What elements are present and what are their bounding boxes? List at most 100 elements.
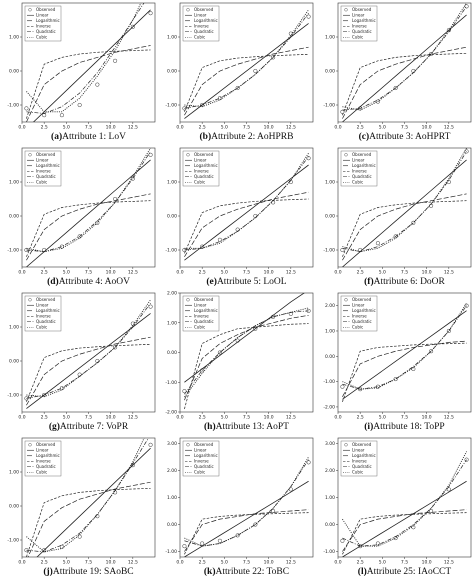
fit-line <box>184 53 309 112</box>
y-tick-label: -1.00 <box>7 248 19 254</box>
panel: 0.0 2.5 5.0 7.5 10.0 12.5 -1.00 0.00 1.00 Observe… <box>323 2 472 142</box>
observed-point <box>429 349 434 354</box>
series-group <box>340 451 469 557</box>
x-tick-label: 2.5 <box>357 270 364 276</box>
x-tick-label: 7.5 <box>401 415 408 421</box>
legend-label: Observed <box>194 152 214 157</box>
observed-point <box>358 387 363 392</box>
legend-label: Linear <box>352 447 365 452</box>
legend-marker <box>186 153 190 157</box>
series-group <box>24 148 153 267</box>
legend-label: Observed <box>36 152 56 157</box>
legend-label: Logarithmic <box>36 163 60 168</box>
x-tick-label: 2.5 <box>357 125 364 131</box>
y-tick-label: 0.00 <box>167 350 177 356</box>
observed-point <box>288 31 293 36</box>
caption-label: (f) <box>364 276 374 287</box>
series-group <box>24 438 153 557</box>
y-tick-label: 1.00 <box>325 495 335 501</box>
legend-box <box>182 5 220 42</box>
fit-line <box>26 336 151 406</box>
caption-title: Attribute 6: DoOR <box>374 277 446 287</box>
y-tick-label: -1.00 <box>323 248 335 254</box>
x-tick-label: 5.0 <box>63 125 70 131</box>
panel: 0.0 2.5 5.0 7.5 10.0 12.5 -1.00 0.00 1.00 Observe… <box>165 2 314 142</box>
y-tick-label: 1.00 <box>325 35 335 41</box>
observed-point <box>217 96 222 101</box>
series-group <box>182 293 311 410</box>
y-tick-label: -1.00 <box>323 379 335 385</box>
x-tick-label: 12.5 <box>286 415 296 421</box>
fit-line <box>184 456 309 547</box>
caption-label: (c) <box>359 131 370 142</box>
legend-label: Linear <box>194 12 207 17</box>
panel: 0.0 2.5 5.0 7.5 10.0 12.5 -1.00 0.00 1.00 2.00 3.0… <box>323 437 472 577</box>
fit-line <box>26 302 151 399</box>
fit-line <box>342 310 467 400</box>
legend-marker <box>186 298 190 302</box>
series-group <box>182 456 311 557</box>
x-tick-label: 5.0 <box>379 125 386 131</box>
legend-label: Logarithmic <box>36 453 60 458</box>
observed-point <box>235 85 240 91</box>
observed-point <box>271 508 276 514</box>
observed-point <box>217 237 222 242</box>
caption-label: (k) <box>204 566 216 577</box>
y-tick-label: -1.00 <box>7 393 19 399</box>
y-tick-label: 0.00 <box>167 214 177 220</box>
legend-marker <box>186 443 190 447</box>
fit-line <box>27 481 151 557</box>
legend-label: Logarithmic <box>36 18 60 23</box>
y-tick-label: 1.00 <box>9 35 19 41</box>
legend-label: Inverse <box>36 458 51 463</box>
legend-box <box>24 150 62 187</box>
observed-point <box>77 234 82 239</box>
fit-line <box>26 151 151 253</box>
caption: (l)Attribute 25: IAoCCT <box>358 566 452 577</box>
fit-line <box>184 314 309 401</box>
x-tick-label: 10.0 <box>264 270 274 276</box>
observed-point <box>130 24 135 29</box>
fit-line <box>342 159 467 267</box>
fit-line <box>26 193 151 261</box>
x-tick-label: 12.5 <box>444 415 454 421</box>
legend-label: Inverse <box>352 23 367 28</box>
legend-label: Cubic <box>36 34 47 39</box>
x-tick-label: 5.0 <box>221 560 228 566</box>
legend-box <box>340 295 378 332</box>
caption-title: Attribute 25: IAoCCT <box>367 567 452 577</box>
x-tick-label: 2.5 <box>41 415 48 421</box>
fit-line <box>342 52 467 116</box>
fit-line <box>342 148 467 253</box>
fit-line <box>26 159 151 267</box>
x-tick-label: 0.0 <box>334 125 341 131</box>
fit-line <box>184 512 309 555</box>
x-tick-label: 12.5 <box>128 415 138 421</box>
legend-marker <box>344 153 348 157</box>
legend-label: Quadratic <box>352 464 372 469</box>
series-group <box>24 299 153 409</box>
legend-marker <box>344 298 348 302</box>
observed-point <box>59 113 64 118</box>
legend-label: Cubic <box>36 469 47 474</box>
y-tick-label: -1.00 <box>323 549 335 555</box>
y-tick-label: 0.00 <box>167 522 177 528</box>
observed-point <box>77 102 82 108</box>
fit-line <box>26 438 145 553</box>
fit-line <box>342 151 467 253</box>
observed-point <box>446 487 451 492</box>
fit-line <box>342 302 467 390</box>
observed-point <box>464 149 469 154</box>
fit-line <box>342 46 467 119</box>
observed-point <box>235 533 240 538</box>
y-tick-label: 3.00 <box>167 441 177 447</box>
fit-line <box>184 152 309 249</box>
y-tick-label: 2.00 <box>325 468 335 474</box>
x-tick-label: 0.0 <box>334 270 341 276</box>
legend-box <box>340 150 378 187</box>
caption: (g)Attribute 7: VoPR <box>49 421 129 432</box>
caption-label: (g) <box>49 421 60 432</box>
x-tick-label: 10.0 <box>106 560 116 566</box>
legend-label: Inverse <box>36 168 51 173</box>
